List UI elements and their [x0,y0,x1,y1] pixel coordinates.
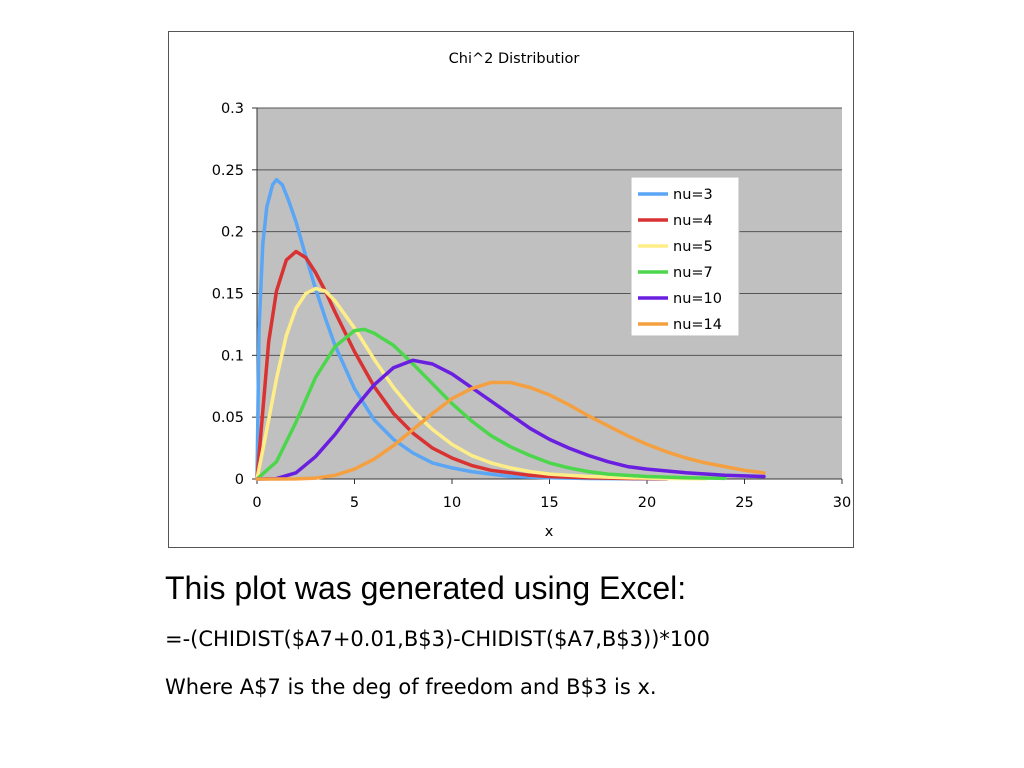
legend-label: nu=4 [673,213,713,229]
x-tick-label: 30 [833,495,851,511]
caption-heading: This plot was generated using Excel: [165,570,687,606]
chart-svg: Chi^2 Distributior 0 0.05 0.1 0.15 0.2 0.25 0.… [212,51,852,540]
series-line-3 [255,286,708,481]
chart-frame: Chi^2 Distributior 0 0.05 0.1 0.15 0.2 0.25 0.… [168,31,854,548]
legend-label: nu=14 [673,317,722,333]
axes: 0 0.05 0.1 0.15 0.2 0.25 0.3 0 5 10 15 20 25 30 [212,101,852,511]
x-tick-label: 0 [252,495,261,511]
explanation-text: Where A$7 is the deg of freedom and B$3 … [165,675,657,699]
legend-label: nu=5 [673,239,713,255]
legend-label: nu=10 [673,291,722,307]
y-tick-label: 0.2 [221,225,244,241]
y-tick-label: 0.15 [212,287,244,303]
series-line-2 [255,249,669,481]
y-tick-label: 0.1 [221,348,244,364]
y-tick-label: 0.25 [212,163,244,179]
series-line-1 [255,177,669,481]
y-tick-label: 0.3 [221,101,244,117]
legend-label: nu=7 [673,265,713,281]
chart-title: Chi^2 Distributior [449,51,580,67]
x-axis-label: x [545,524,554,540]
x-tick-label: 10 [443,495,461,511]
formula-text: =-(CHIDIST($A7+0.01,B$3)-CHIDIST($A7,B$3… [165,627,710,651]
legend: nu=3 nu=4 nu=5 nu=7 nu=10 nu=14 [630,176,740,337]
series-line-6 [255,380,766,481]
y-tick-label: 0 [235,472,244,488]
x-tick-label: 20 [638,495,656,511]
legend-box [630,176,740,337]
series-line-4 [255,327,727,481]
x-tick-label: 25 [735,495,753,511]
series-line-5 [255,358,766,481]
legend-label: nu=3 [673,187,713,203]
x-tick-label: 5 [350,495,359,511]
series-lines [255,177,766,481]
gridlines [257,107,842,418]
y-tick-label: 0.05 [212,410,244,426]
x-tick-label: 15 [540,495,558,511]
